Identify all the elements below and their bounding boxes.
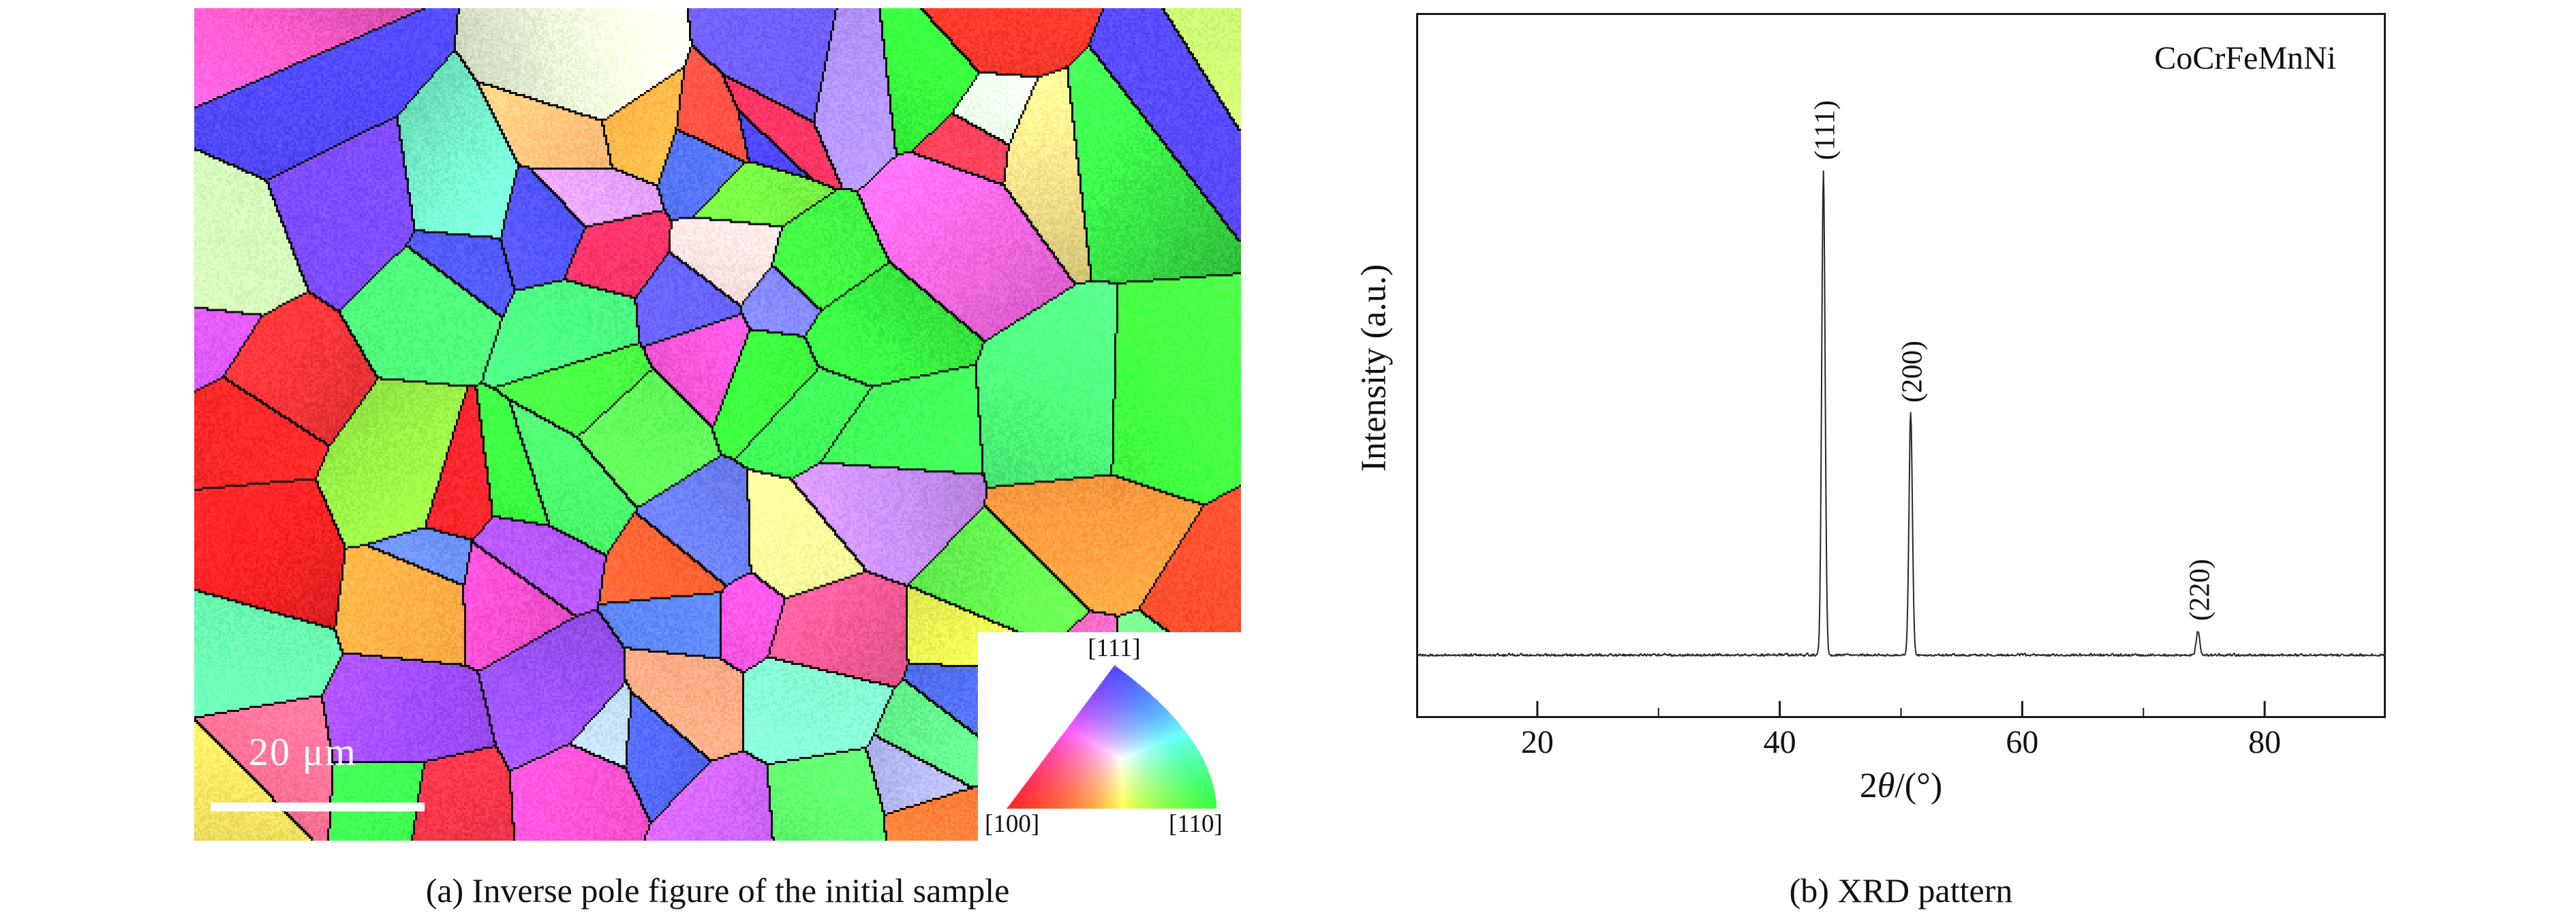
xrd-curve <box>1416 170 2386 657</box>
x-axis-label: 2θ/(°) <box>1416 766 2386 806</box>
ipf-label-110: [110] <box>1169 810 1223 838</box>
y-axis-label: Intensity (a.u.) <box>1354 264 1394 472</box>
caption-panel-a: (a) Inverse pole figure of the initial s… <box>425 871 1010 910</box>
ipf-color-key-canvas <box>978 632 1241 841</box>
xrd-plot-area: (111) (200) (220) CoCrFeMnNi <box>1416 13 2386 718</box>
alloy-annotation: CoCrFeMnNi <box>2154 40 2336 76</box>
x-axis-tick-labels: 20 40 60 80 <box>1416 724 2386 764</box>
x-axis-ticks <box>1416 701 2386 716</box>
peak-label-200: (200) <box>1897 341 1929 403</box>
x-axis-label-post: /(°) <box>1895 766 1943 805</box>
x-tick-40: 40 <box>1763 724 1796 760</box>
scale-bar-label: 20 μm <box>249 730 357 774</box>
peak-label-111: (111) <box>1810 100 1841 160</box>
ipf-label-111: [111] <box>1088 634 1141 662</box>
x-axis-label-pre: 2 <box>1859 766 1877 805</box>
ipf-color-key-inset: [111] [100] [110] <box>978 632 1241 841</box>
caption-panel-b: (b) XRD pattern <box>1789 871 2013 910</box>
x-tick-80: 80 <box>2248 724 2282 760</box>
scale-bar <box>211 803 425 811</box>
panel-a-ebsd-map: 20 μm [111] [100] [110] <box>194 8 1241 841</box>
peak-label-220: (220) <box>2184 559 2215 621</box>
plot-frame <box>1416 13 2386 718</box>
ipf-label-100: [100] <box>985 810 1040 838</box>
x-tick-60: 60 <box>2006 724 2039 760</box>
x-tick-20: 20 <box>1520 724 1554 760</box>
x-axis-label-theta: θ <box>1877 766 1895 805</box>
xrd-plot: (111) (200) (220) CoCrFeMnNi <box>1416 13 2386 718</box>
